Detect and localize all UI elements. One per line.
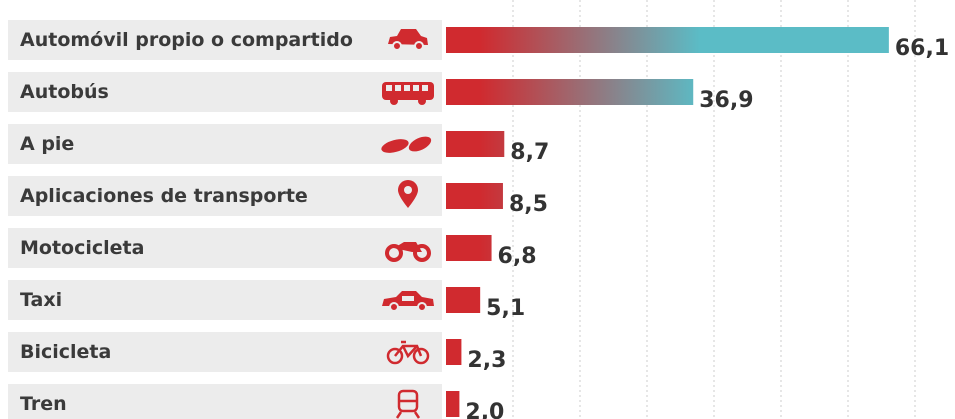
category-label: Autobús — [20, 80, 109, 103]
category-icon — [381, 136, 432, 153]
bar — [446, 391, 460, 417]
category-label: Tren — [20, 392, 67, 415]
value-label: 6,8 — [498, 244, 537, 269]
value-label: 5,1 — [486, 296, 525, 321]
icon — [402, 296, 414, 301]
value-label: 2,0 — [465, 400, 504, 419]
label-box — [8, 280, 442, 320]
icon — [413, 85, 419, 91]
bar — [446, 339, 462, 365]
icon — [386, 85, 392, 91]
bar — [446, 79, 694, 105]
icon — [385, 244, 403, 262]
icon — [388, 29, 428, 45]
category-label: A pie — [20, 132, 75, 155]
icon — [389, 302, 399, 312]
icon — [422, 85, 428, 91]
bar — [446, 131, 505, 157]
icon — [390, 97, 398, 105]
icon — [418, 97, 426, 105]
bar — [446, 27, 889, 53]
icon — [408, 136, 432, 152]
icon — [413, 244, 431, 262]
icon — [386, 347, 404, 365]
label-box — [8, 124, 442, 164]
category-label: Bicicleta — [20, 340, 112, 363]
icon — [395, 411, 421, 419]
icon — [412, 347, 430, 365]
icon — [417, 302, 427, 312]
label-box — [8, 332, 442, 372]
label-box — [8, 384, 442, 419]
category-icon — [385, 242, 431, 262]
icon — [392, 41, 402, 51]
bar — [446, 287, 481, 313]
category-label: Motocicleta — [20, 236, 145, 259]
category-label: Aplicaciones de transporte — [20, 184, 308, 207]
bar — [446, 235, 492, 261]
icon — [381, 139, 409, 153]
value-label: 66,1 — [895, 36, 949, 61]
bar — [446, 183, 503, 209]
category-icon — [382, 291, 434, 312]
value-label: 8,5 — [509, 192, 548, 217]
category-icon — [382, 82, 434, 105]
icon — [395, 85, 401, 91]
category-icon — [388, 29, 428, 51]
value-label: 8,7 — [510, 140, 549, 165]
category-label: Taxi — [20, 288, 63, 311]
icon — [394, 242, 422, 252]
category-label: Automóvil propio o compartido — [20, 28, 353, 51]
label-box — [8, 72, 442, 112]
category-icon — [386, 340, 430, 365]
value-label: 2,3 — [467, 348, 506, 373]
icon — [394, 340, 423, 359]
label-box — [8, 176, 442, 216]
icon — [414, 41, 424, 51]
value-label: 36,9 — [699, 88, 753, 113]
icon — [404, 85, 410, 91]
icon — [404, 186, 412, 194]
category-icon — [398, 180, 418, 208]
category-icon — [395, 389, 421, 419]
label-box — [8, 20, 442, 60]
label-box — [8, 228, 442, 268]
